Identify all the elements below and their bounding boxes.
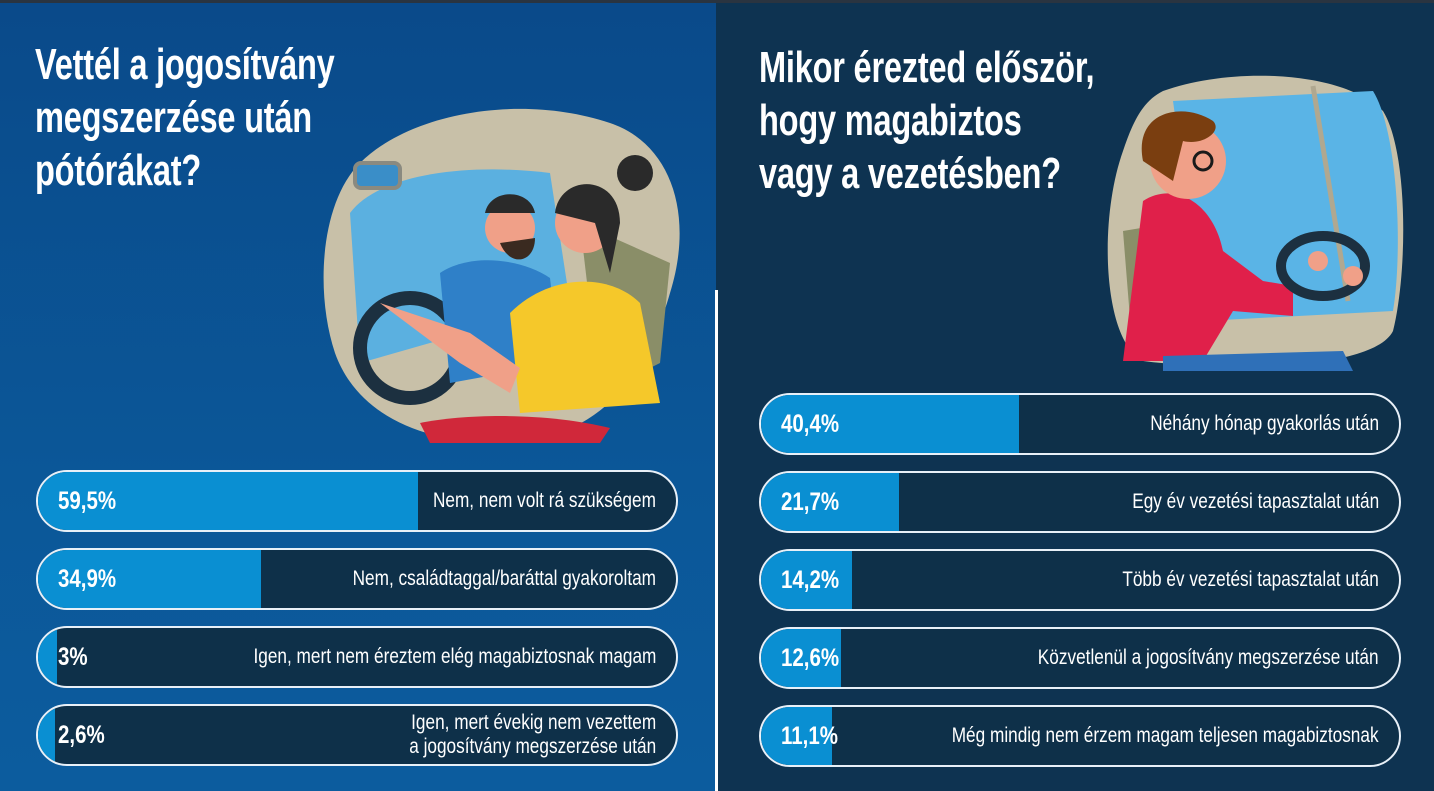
top-strip bbox=[0, 0, 1434, 3]
bar-row: 59,5% Nem, nem volt rá szükségem bbox=[36, 470, 678, 532]
left-title: Vettél a jogosítvány megszerzése után pó… bbox=[35, 38, 335, 197]
category-text: Igen, mert évekig nem vezettem a jogosítv… bbox=[409, 711, 656, 759]
bar-category-label: Néhány hónap gyakorlás után bbox=[1100, 395, 1379, 453]
category-line: Igen, mert nem éreztem elég magabiztosna… bbox=[253, 645, 656, 668]
bar-row: 3% Igen, mert nem éreztem elég magabiztos… bbox=[36, 626, 678, 688]
left-panel: Vettél a jogosítvány megszerzése után pó… bbox=[0, 3, 716, 791]
bar-row: 40,4% Néhány hónap gyakorlás után bbox=[759, 393, 1401, 455]
category-text: Még mindig nem érzem magam teljesen maga… bbox=[952, 724, 1379, 748]
bar-fill bbox=[761, 551, 852, 609]
title-line: hogy magabiztos bbox=[759, 96, 1022, 145]
bar-value-label: 11,1% bbox=[781, 721, 839, 750]
bar-row: 11,1% Még mindig nem érzem magam teljesen… bbox=[759, 705, 1401, 767]
bar-value-label: 59,5% bbox=[58, 486, 117, 515]
bar-category-label: Még mindig nem érzem magam teljesen maga… bbox=[858, 707, 1379, 765]
bar-fill bbox=[38, 628, 58, 686]
bar-fill bbox=[38, 472, 418, 530]
bar-category-label: Nem, családtaggal/baráttal gyakoroltam bbox=[286, 550, 656, 608]
bar-fill bbox=[761, 629, 842, 687]
category-text: Néhány hónap gyakorlás után bbox=[1150, 412, 1379, 436]
category-line: Közvetlenül a jogosítvány megszerzése ut… bbox=[1038, 646, 1379, 669]
category-line: Több év vezetési tapasztalat után bbox=[1122, 568, 1379, 591]
bar-value-label: 21,7% bbox=[781, 487, 840, 516]
bar-row: 21,7% Egy év vezetési tapasztalat után bbox=[759, 471, 1401, 533]
bar-value-label: 2,6% bbox=[58, 720, 105, 749]
couple-driving-illustration bbox=[323, 108, 680, 443]
bar-value-label: 12,6% bbox=[781, 643, 840, 672]
bar-value-label: 40,4% bbox=[781, 409, 840, 438]
category-line: Igen, mert évekig nem vezettem bbox=[410, 711, 656, 734]
panel-divider bbox=[715, 290, 719, 791]
right-title: Mikor érezted először, hogy magabiztos v… bbox=[759, 41, 1095, 200]
title-line: vagy a vezetésben? bbox=[759, 149, 1061, 198]
bar-row: 14,2% Több év vezetési tapasztalat után bbox=[759, 549, 1401, 611]
bar-category-label: Több év vezetési tapasztalat után bbox=[1066, 551, 1379, 609]
bar-value-label: 34,9% bbox=[58, 564, 117, 593]
bar-fill bbox=[761, 473, 900, 531]
category-line: Nem, családtaggal/baráttal gyakoroltam bbox=[352, 567, 656, 590]
category-line: Egy év vezetési tapasztalat után bbox=[1132, 490, 1379, 513]
category-line: Néhány hónap gyakorlás után bbox=[1150, 412, 1379, 435]
bar-category-label: Nem, nem volt rá szükségem bbox=[384, 472, 656, 530]
category-text: Igen, mert nem éreztem elég magabiztosna… bbox=[253, 645, 656, 669]
bar-value-label: 3% bbox=[58, 642, 88, 671]
title-line: megszerzése után bbox=[35, 93, 312, 142]
bar-fill bbox=[761, 395, 1019, 453]
category-line: Nem, nem volt rá szükségem bbox=[433, 489, 656, 512]
category-text: Több év vezetési tapasztalat után bbox=[1122, 568, 1379, 592]
bar-fill bbox=[761, 707, 832, 765]
right-panel: Mikor érezted először, hogy magabiztos v… bbox=[718, 3, 1434, 791]
bar-value-label: 14,2% bbox=[781, 565, 840, 594]
bar-fill bbox=[38, 706, 55, 764]
bar-fill bbox=[38, 550, 261, 608]
category-text: Nem, nem volt rá szükségem bbox=[433, 489, 656, 513]
bar-row: 2,6% Igen, mert évekig nem vezettem a jogo… bbox=[36, 704, 678, 766]
category-line: a jogosítvány megszerzése után bbox=[409, 735, 656, 758]
title-line: pótórákat? bbox=[35, 146, 202, 195]
man-driving-illustration bbox=[1107, 75, 1404, 371]
category-text: Egy év vezetési tapasztalat után bbox=[1132, 490, 1379, 514]
bar-row: 12,6% Közvetlenül a jogosítvány megszerzé… bbox=[759, 627, 1401, 689]
title-line: Vettél a jogosítvány bbox=[35, 40, 335, 89]
bar-category-label: Igen, mert évekig nem vezettem a jogosítv… bbox=[355, 706, 656, 764]
category-text: Nem, családtaggal/baráttal gyakoroltam bbox=[353, 567, 656, 591]
title-line: Mikor érezted először, bbox=[759, 43, 1095, 92]
category-line: Még mindig nem érzem magam teljesen maga… bbox=[952, 724, 1379, 747]
bar-category-label: Igen, mert nem éreztem elég magabiztosna… bbox=[165, 628, 656, 686]
bar-row: 34,9% Nem, családtaggal/baráttal gyakorol… bbox=[36, 548, 678, 610]
category-text: Közvetlenül a jogosítvány megszerzése ut… bbox=[1038, 646, 1379, 670]
bar-category-label: Egy év vezetési tapasztalat után bbox=[1078, 473, 1379, 531]
bar-category-label: Közvetlenül a jogosítvány megszerzése ut… bbox=[963, 629, 1379, 687]
